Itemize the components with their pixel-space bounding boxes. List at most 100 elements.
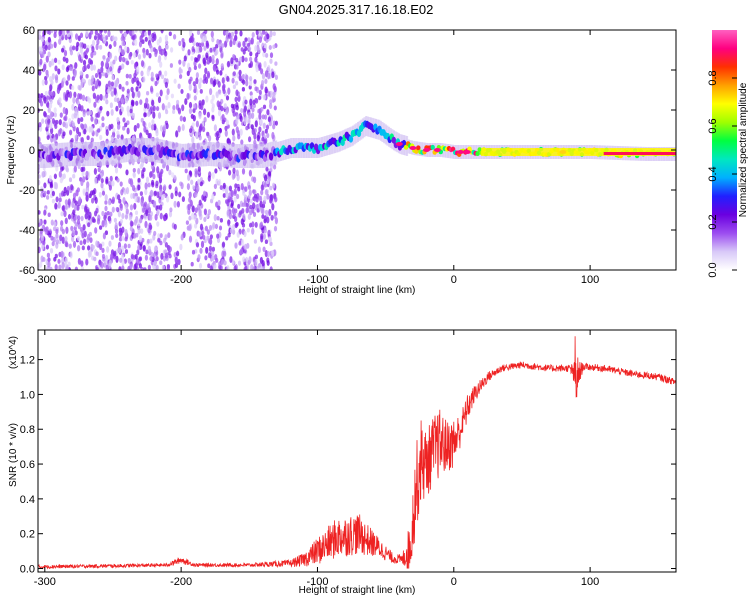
spectrogram-noise-point xyxy=(262,233,266,240)
spectrogram-noise-point xyxy=(153,245,158,253)
spectrogram-noise-point xyxy=(130,193,134,200)
spectrogram-noise-point xyxy=(38,246,41,254)
spectrogram-noise-point xyxy=(176,99,180,105)
spectrogram-noise-point xyxy=(113,97,118,102)
spectrogram-noise-point xyxy=(104,200,108,205)
spectrogram-noise-point xyxy=(225,236,229,241)
spectrogram-noise-point xyxy=(217,80,221,88)
spectrogram-noise-point xyxy=(192,81,196,87)
spectrogram-noise-point xyxy=(103,30,107,34)
spectrogram-noise-point xyxy=(89,190,94,196)
spectrogram-noise-point xyxy=(101,210,105,217)
spectrogram-noise-point xyxy=(86,208,90,216)
spectrogram-noise-point xyxy=(152,252,157,258)
spectrogram-noise-point xyxy=(105,264,109,270)
spectrogram-noise-point xyxy=(71,76,75,81)
spectrogram-noise-point xyxy=(252,202,256,210)
snr-y-label: SNR (10 * v/v) xyxy=(8,423,19,487)
spectrogram-noise-point xyxy=(106,88,111,94)
colorbar-gradient xyxy=(712,30,737,270)
spectrogram-noise-point xyxy=(152,111,156,119)
spectrogram-noise-point xyxy=(170,192,174,200)
spectrogram-noise-point xyxy=(116,116,120,123)
spectrogram-noise-point xyxy=(131,91,135,99)
spectrogram-noise-point xyxy=(184,98,188,106)
spectrogram-noise-point xyxy=(240,108,244,114)
spectrogram-noise-point xyxy=(188,83,192,91)
spectrogram-noise-point xyxy=(129,220,133,228)
spectrogram-noise-point xyxy=(168,246,172,253)
spectrogram-noise-point xyxy=(188,170,192,176)
spectrogram-noise-point xyxy=(114,80,118,88)
spectrogram-noise-point xyxy=(178,59,182,65)
spectrogram-noise-point xyxy=(232,223,236,231)
spectrogram-noise-point xyxy=(221,77,225,84)
spectrogram-noise-point xyxy=(97,173,101,181)
spectrogram-noise-point xyxy=(65,226,69,234)
spectrogram-noise-point xyxy=(269,185,273,191)
spectrogram-noise-point xyxy=(121,226,125,233)
spectrogram-noise-point xyxy=(168,31,172,37)
spectrogram-noise-point xyxy=(67,74,71,81)
spectrogram-noise-point xyxy=(96,217,101,225)
spectrogram-noise-point xyxy=(213,124,217,132)
spectrogram-noise-point xyxy=(171,172,175,178)
spectrogram-noise-point xyxy=(142,120,146,127)
spectrogram-noise-point xyxy=(196,30,201,35)
spectrogram-noise-point xyxy=(227,232,231,238)
spectrogram-noise-point xyxy=(195,77,199,85)
spectrogram-noise-point xyxy=(145,48,149,56)
spectrogram-noise-point xyxy=(113,217,117,223)
spectrogram-noise-point xyxy=(143,102,148,109)
spectrogram-noise-point xyxy=(40,192,44,198)
spectrogram-noise-point xyxy=(165,109,169,115)
spectrogram-noise-point xyxy=(93,117,98,126)
spectrogram-noise-point xyxy=(105,176,109,184)
spectrogram-noise-point xyxy=(206,70,210,78)
spectrogram-noise-point xyxy=(137,227,141,235)
spectrogram-noise-point xyxy=(76,204,80,211)
spectrogram-noise-point xyxy=(192,185,196,190)
spectrogram-noise-point xyxy=(156,208,160,215)
spectrogram-noise-point xyxy=(237,260,242,266)
spectrogram-noise-point xyxy=(268,45,272,50)
spectrogram-noise-point xyxy=(157,233,161,239)
spectrogram-noise-point xyxy=(79,32,84,39)
spectrogram-noise-point xyxy=(108,240,112,247)
spectrogram-ridge-point xyxy=(430,144,435,150)
spectrogram-noise-point xyxy=(73,91,77,98)
spectrogram-noise-point xyxy=(189,35,193,42)
spectrogram-noise-point xyxy=(145,209,149,217)
spectrogram-noise-point xyxy=(198,262,203,269)
spectrogram-noise-point xyxy=(238,69,242,76)
spectrogram-noise-point xyxy=(215,201,219,208)
spectrogram-noise-point xyxy=(119,218,124,224)
spectrogram-noise-point xyxy=(72,230,76,237)
spectrogram-noise-point xyxy=(99,33,103,42)
spectrogram-noise-point xyxy=(194,207,198,213)
spectrogram-noise-point xyxy=(168,210,173,218)
spectrogram-noise-point xyxy=(259,195,263,203)
spectrogram-noise-point xyxy=(81,233,85,239)
spectrogram-noise-point xyxy=(91,216,95,223)
spectrogram-noise-point xyxy=(140,70,144,77)
spectrogram-noise-point xyxy=(249,210,253,216)
spectrogram-noise-point xyxy=(130,253,134,260)
spectrogram-noise-point xyxy=(51,118,56,124)
spectrogram-noise-point xyxy=(113,40,117,47)
spectrogram-noise-point xyxy=(215,178,219,186)
spectrogram-noise-point xyxy=(112,128,116,133)
spectrogram-noise-point xyxy=(59,112,63,118)
spectrogram-noise-point xyxy=(86,135,90,141)
spectrogram-noise-point xyxy=(249,98,253,106)
spectrogram-noise-point xyxy=(207,263,211,269)
spectrogram-noise-point xyxy=(188,215,192,221)
spectrogram-noise-point xyxy=(255,52,259,58)
colorbar-tick-label: 0.2 xyxy=(707,214,719,229)
spectrogram-noise-point xyxy=(124,96,129,104)
spectrogram-noise-point xyxy=(176,250,180,257)
spectrogram-noise-point xyxy=(77,236,81,242)
spectrogram-noise-point xyxy=(99,243,103,251)
spectrogram-noise-point xyxy=(142,76,146,83)
spectrogram-noise-point xyxy=(118,246,122,254)
